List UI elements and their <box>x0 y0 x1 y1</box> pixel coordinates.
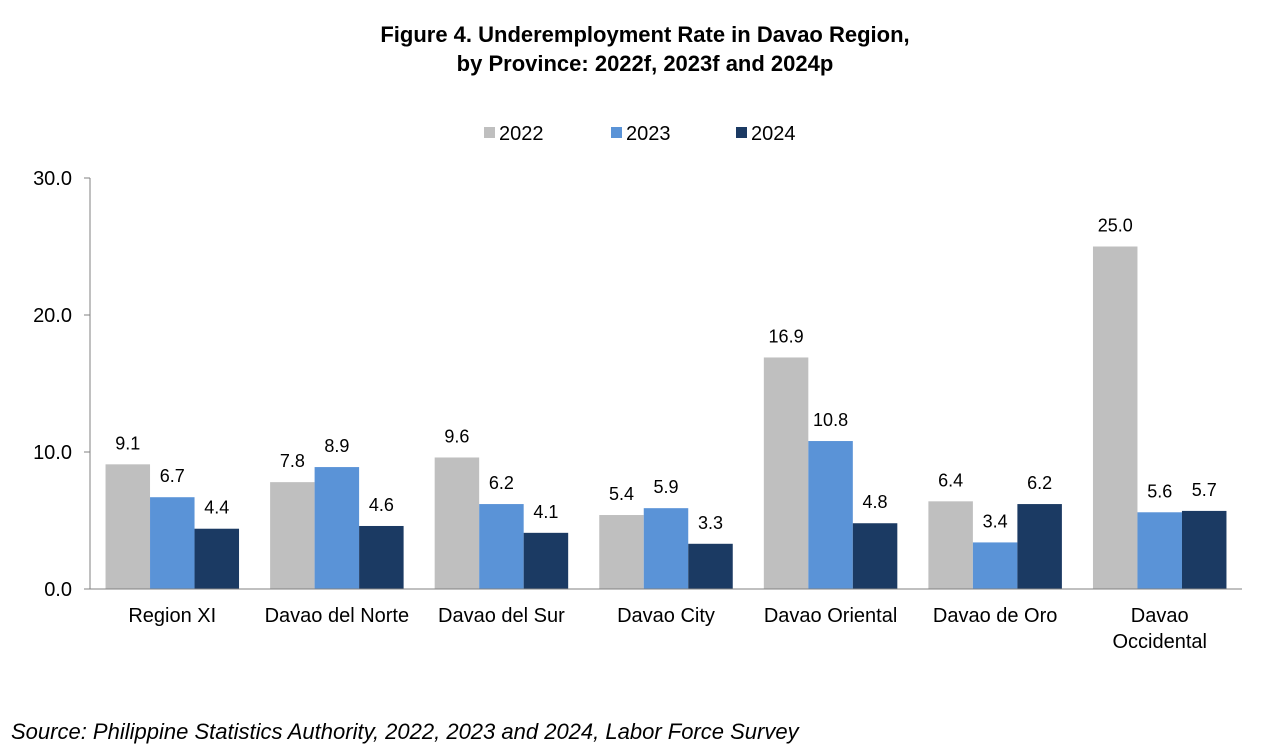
data-label-2023: 5.6 <box>1147 481 1172 501</box>
bar-series-group <box>105 246 1227 589</box>
chart-title-line-2: by Province: 2022f, 2023f and 2024p <box>456 51 834 76</box>
bar-2024 <box>523 532 569 589</box>
data-label-2024: 3.3 <box>698 513 723 533</box>
data-labels-group: 9.1 6.7 4.4 7.8 8.9 4.6 9.6 6.2 4.1 5.4 5.9 3.3 16.9… <box>115 216 1216 533</box>
data-label-2023: 5.9 <box>653 477 678 497</box>
data-label-2022: 25.0 <box>1098 216 1133 236</box>
bar-2024 <box>359 525 404 589</box>
x-category-label: Region XI <box>128 605 216 627</box>
bar-2023 <box>972 542 1018 589</box>
bar-2022 <box>1092 246 1138 589</box>
data-label-2023: 6.2 <box>489 473 514 493</box>
bar-2024 <box>1181 510 1227 589</box>
bar-2023 <box>808 441 853 589</box>
legend-swatch-2024 <box>736 127 747 138</box>
bar-2024 <box>688 543 733 589</box>
legend-label-2022: 2022 <box>499 123 544 145</box>
data-label-2022: 16.9 <box>769 326 804 346</box>
data-label-2023: 8.9 <box>324 436 349 456</box>
bar-2022 <box>105 464 151 589</box>
bar-2024 <box>852 523 898 589</box>
bar-2022 <box>763 357 809 589</box>
bar-2024 <box>1017 504 1062 589</box>
x-category-label: Davao City <box>617 605 715 627</box>
data-label-2024: 4.1 <box>533 502 558 522</box>
bar-2023 <box>150 497 195 589</box>
legend-swatch-2023 <box>611 127 622 138</box>
y-tick-label: 10.0 <box>33 442 72 464</box>
bar-2022 <box>599 515 644 589</box>
data-label-2024: 5.7 <box>1192 480 1217 500</box>
bar-2022 <box>434 457 480 589</box>
chart-title: Figure 4. Underemployment Rate in Davao … <box>0 20 1262 78</box>
legend-label-2023: 2023 <box>626 123 671 145</box>
data-label-2024: 4.8 <box>863 492 888 512</box>
y-tick-label: 0.0 <box>44 579 72 601</box>
data-label-2022: 5.4 <box>609 484 634 504</box>
bar-2024 <box>194 528 240 589</box>
source-note: Source: Philippine Statistics Authority,… <box>11 719 799 744</box>
legend-label-2024: 2024 <box>751 123 796 145</box>
data-label-2023: 6.7 <box>160 466 185 486</box>
x-category-label: Davao Oriental <box>764 605 897 627</box>
data-label-2024: 4.4 <box>204 498 229 518</box>
chart-legend: 2022 2023 2024 <box>484 123 796 145</box>
bar-2023 <box>479 504 524 589</box>
bar-2022 <box>270 482 315 589</box>
data-label-2022: 6.4 <box>938 470 963 490</box>
data-label-2022: 9.6 <box>444 426 469 446</box>
x-category-label: Davao de Oro <box>933 605 1058 627</box>
bar-2023 <box>643 508 689 589</box>
x-category-label: Davao del Sur <box>438 605 565 627</box>
x-axis: Region XI Davao del Norte Davao del Sur Dav… <box>90 588 1242 653</box>
bar-2022 <box>928 501 973 589</box>
y-tick-label: 30.0 <box>33 168 72 190</box>
y-tick-label: 20.0 <box>33 305 72 327</box>
data-label-2024: 4.6 <box>369 495 394 515</box>
data-label-2023: 10.8 <box>813 410 848 430</box>
data-label-2024: 6.2 <box>1027 473 1052 493</box>
x-category-label: Davao del Norte <box>265 605 410 627</box>
bar-2023 <box>314 467 360 589</box>
data-label-2023: 3.4 <box>983 511 1008 531</box>
data-label-2022: 7.8 <box>280 451 305 471</box>
y-axis: 0.0 10.0 20.0 30.0 <box>33 168 91 601</box>
x-category-label: Davao Occidental <box>1112 605 1207 653</box>
data-label-2022: 9.1 <box>115 433 140 453</box>
chart-title-line-1: Figure 4. Underemployment Rate in Davao … <box>380 22 910 47</box>
bar-2023 <box>1137 512 1182 589</box>
legend-swatch-2022 <box>484 127 495 138</box>
